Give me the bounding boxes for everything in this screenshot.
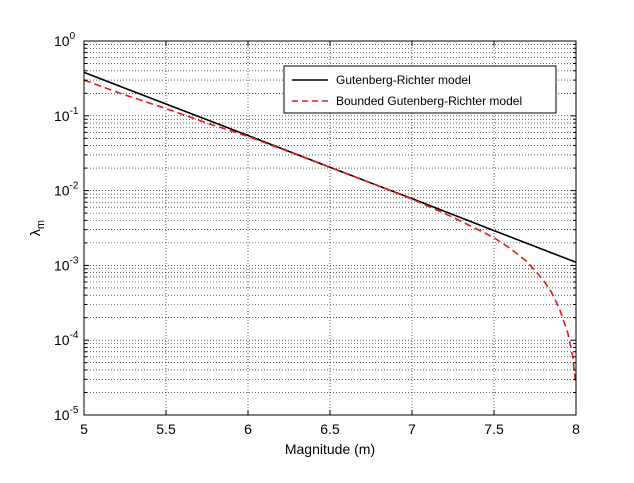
x-tick-label: 8 — [572, 421, 580, 437]
legend-label-bounded-gutenberg-richter: Bounded Gutenberg-Richter model — [336, 94, 522, 108]
y-axis-label: λm — [27, 220, 47, 236]
y-tick-label: 10-4 — [54, 330, 79, 348]
y-axis-label-base: λ — [27, 229, 43, 236]
y-tick-label-exponent: -5 — [70, 405, 79, 416]
x-tick-label: 7 — [408, 421, 416, 437]
series-line-gutenberg-richter — [83, 71, 577, 264]
y-tick-label-exponent: -3 — [70, 255, 79, 266]
y-tick-label-base: 10 — [54, 183, 70, 199]
y-tick-label-base: 10 — [54, 332, 70, 348]
ticks — [83, 41, 577, 416]
x-tick-label: 5.5 — [156, 421, 176, 437]
y-tick-label-base: 10 — [54, 33, 70, 49]
x-tick-label: 5 — [80, 421, 88, 437]
x-tick-label: 6.5 — [320, 421, 340, 437]
y-tick-label: 10-2 — [54, 181, 79, 199]
y-tick-label: 100 — [54, 31, 76, 49]
legend-box — [283, 65, 557, 114]
x-axis-label: Magnitude (m) — [285, 441, 375, 457]
series-group — [83, 71, 577, 386]
y-tick-label-base: 10 — [54, 257, 70, 273]
y-tick-label-base: 10 — [54, 407, 70, 423]
x-tick-labels: 5 5.5 6 6.5 7 7.5 8 — [80, 421, 580, 437]
y-tick-label-exponent: 0 — [70, 31, 76, 42]
y-tick-label: 10-3 — [54, 255, 79, 273]
grid — [84, 41, 576, 415]
legend: Gutenberg-Richter model Bounded Gutenber… — [283, 65, 557, 114]
legend-label-gutenberg-richter: Gutenberg-Richter model — [336, 73, 471, 87]
y-tick-label: 10-1 — [54, 106, 79, 124]
x-tick-label: 7.5 — [484, 421, 504, 437]
y-tick-label-base: 10 — [54, 108, 70, 124]
y-tick-label-exponent: -1 — [70, 106, 79, 117]
y-tick-label-exponent: -4 — [70, 330, 79, 341]
y-tick-label: 10-5 — [54, 405, 79, 423]
y-tick-label-exponent: -2 — [70, 181, 79, 192]
x-tick-label: 6 — [244, 421, 252, 437]
y-axis-label-sub: m — [35, 220, 47, 229]
